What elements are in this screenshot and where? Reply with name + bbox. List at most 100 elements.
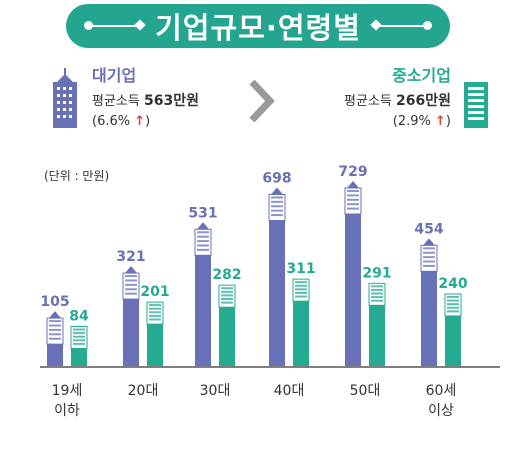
x-tick-label: 40대 <box>274 383 305 399</box>
bar-top-stripe <box>125 275 137 278</box>
bar-top-stripe <box>149 311 161 314</box>
title-banner: 기업규모·연령별 <box>66 4 450 48</box>
legend-large-close: ) <box>145 114 151 129</box>
data-label: 282 <box>212 267 241 283</box>
bar-body <box>47 344 63 366</box>
bar-top-stripe <box>49 337 61 340</box>
legend-small-name: 중소기업 <box>392 66 451 85</box>
chevron-right-icon <box>249 79 275 123</box>
bar-roof <box>197 222 209 230</box>
bar-top-stripe <box>221 294 233 297</box>
large-company-bar <box>344 181 362 366</box>
legend-large-change-value: (6.6% <box>92 114 131 129</box>
data-label: 729 <box>338 164 367 180</box>
bar-top-stripe <box>347 207 359 210</box>
bar-top-stripe <box>423 256 435 259</box>
bar-top-stripe <box>221 290 233 293</box>
bar-body <box>219 307 235 366</box>
bar-roof <box>125 266 137 274</box>
large-company-bar <box>194 222 212 366</box>
legend-large-company: 대기업 평균소득 563만원 (6.6% ↑) <box>92 62 199 129</box>
bar-top-stripe <box>423 264 435 267</box>
bar-top-stripe <box>221 301 233 304</box>
data-label: 321 <box>116 249 145 265</box>
bar-top-stripe <box>447 295 459 298</box>
bar-body <box>445 315 461 366</box>
small-company-bar <box>368 282 386 366</box>
small-company-bar <box>444 293 462 366</box>
x-tick-label: 30대 <box>200 383 231 399</box>
x-tick-label: 이상 <box>428 403 454 419</box>
bar-body <box>421 271 437 366</box>
bar-body <box>195 255 211 366</box>
small-company-bar <box>70 325 88 366</box>
bar-top-stripe <box>447 306 459 309</box>
data-label: 84 <box>69 308 89 324</box>
bar-roof <box>423 238 435 246</box>
bar-top-stripe <box>347 194 359 197</box>
legend-large-value: 563만원 <box>143 93 199 109</box>
bar-roof <box>271 187 283 195</box>
legend-small-income: 평균소득 266만원 <box>344 90 451 110</box>
bar-top-stripe <box>49 328 61 331</box>
bar-body <box>123 299 139 366</box>
data-label: 201 <box>140 284 169 300</box>
bar-top-stripe <box>371 288 383 291</box>
bar-top-stripe <box>447 310 459 313</box>
bar-top-stripe <box>221 287 233 290</box>
bar-top-stripe <box>271 209 283 212</box>
data-label: 240 <box>438 276 467 292</box>
legend-small-value: 266만원 <box>396 93 451 109</box>
x-tick-label: 50대 <box>350 383 381 399</box>
banner-dot-right <box>423 21 432 30</box>
bar-top-stripe <box>149 314 161 317</box>
legend-small-label: 평균소득 <box>344 94 392 109</box>
bar-top-stripe <box>197 244 209 247</box>
x-tick-label: 19세 <box>52 383 83 399</box>
bar-top-stripe <box>371 296 383 299</box>
bar-roof <box>49 311 61 319</box>
banner-line-left <box>92 25 136 27</box>
bar-top-stripe <box>49 324 61 327</box>
bar-top-stripe <box>371 285 383 288</box>
legend-small-change-value: (2.9% <box>392 114 431 129</box>
bar-top-stripe <box>447 299 459 302</box>
bar-top-stripe <box>197 231 209 234</box>
bar-top-stripe <box>295 288 307 291</box>
bar-top-stripe <box>73 328 85 331</box>
bar-top-stripe <box>197 240 209 243</box>
bar-top-stripe <box>125 288 137 291</box>
large-company-bar <box>420 238 438 366</box>
bar-top-stripe <box>347 198 359 201</box>
legend-small-close: ) <box>445 114 451 129</box>
bar-top-stripe <box>125 292 137 295</box>
x-tick-label: 이하 <box>54 403 80 419</box>
data-label: 291 <box>362 265 391 281</box>
legend-large-income: 평균소득 563만원 <box>92 90 199 110</box>
bar-top-stripe <box>49 320 61 323</box>
legend-large-name: 대기업 <box>92 66 137 85</box>
bar-top-stripe <box>221 298 233 301</box>
bar-body <box>345 214 361 366</box>
data-label: 698 <box>262 170 291 186</box>
bar-top-stripe <box>295 295 307 298</box>
x-tick-label: 20대 <box>128 383 159 399</box>
bar-top-stripe <box>73 332 85 335</box>
bar-top-stripe <box>125 283 137 286</box>
legend-small-change: (2.9% ↑) <box>344 114 451 129</box>
legend-large-change: (6.6% ↑) <box>92 114 199 129</box>
data-label: 531 <box>188 205 217 221</box>
bar-top-stripe <box>295 291 307 294</box>
bar-body <box>269 220 285 366</box>
bar-top-stripe <box>423 260 435 263</box>
data-label: 311 <box>286 261 315 277</box>
bar-top-stripe <box>447 303 459 306</box>
bar-top-stripe <box>295 284 307 287</box>
bar-body <box>71 348 87 366</box>
bar-body <box>293 301 309 366</box>
data-label: 454 <box>414 221 443 237</box>
bar-top-stripe <box>197 248 209 251</box>
bar-body <box>147 324 163 366</box>
small-company-bar <box>292 278 310 366</box>
large-company-bar <box>122 266 140 366</box>
